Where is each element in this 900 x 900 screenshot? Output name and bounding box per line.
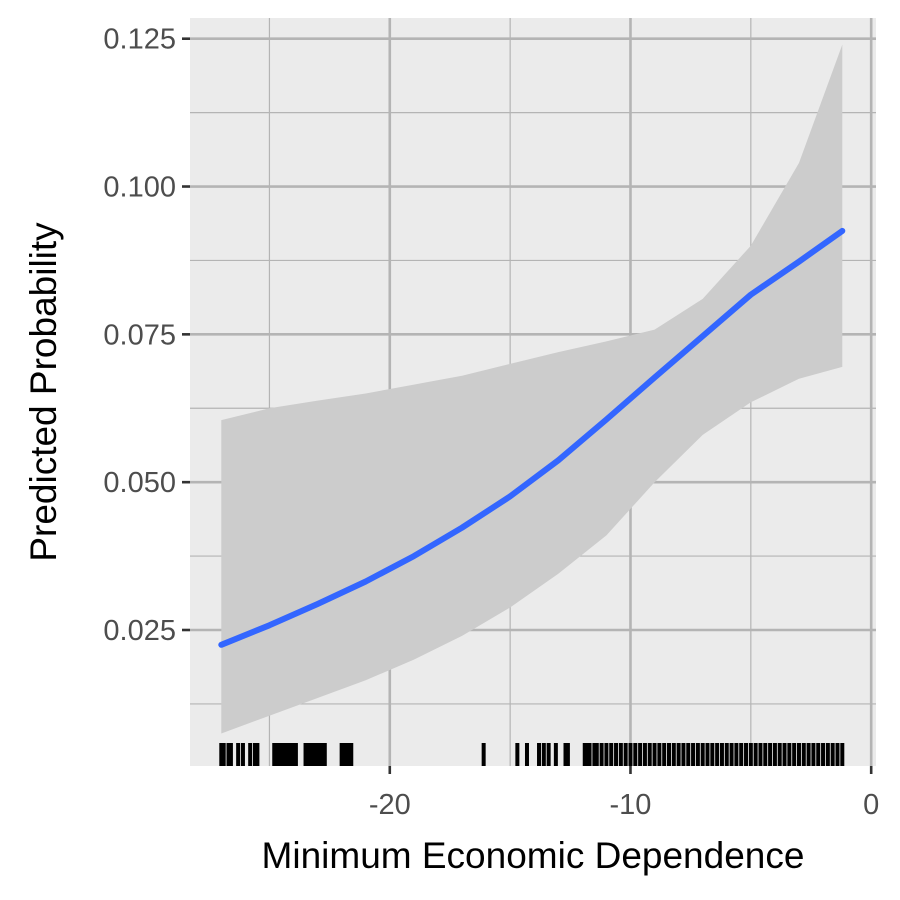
y-tick-label: 0.075 (103, 319, 176, 351)
x-tick-label: -20 (369, 789, 411, 821)
rug-marks (219, 743, 845, 766)
x-tick-label: -10 (610, 789, 652, 821)
y-tick-label: 0.050 (103, 467, 176, 499)
y-tick-label: 0.025 (103, 615, 176, 647)
x-axis-title: Minimum Economic Dependence (262, 835, 805, 876)
y-tick-label: 0.100 (103, 172, 176, 204)
x-axis: -20 -10 0 (369, 766, 879, 821)
y-tick-label: 0.125 (103, 24, 176, 56)
x-tick-label: 0 (863, 789, 879, 821)
prediction-line (218, 227, 846, 648)
confidence-ribbon (221, 44, 843, 734)
y-axis-title: Predicted Probability (23, 222, 64, 562)
y-axis: 0.025 0.050 0.075 0.100 0.125 (103, 24, 190, 647)
